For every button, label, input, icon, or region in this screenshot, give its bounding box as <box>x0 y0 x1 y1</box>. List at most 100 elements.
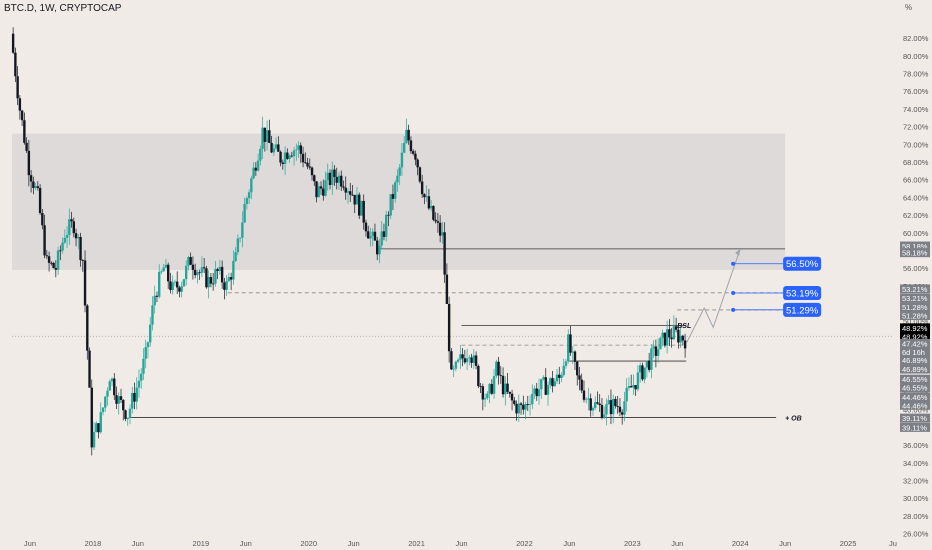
price-tag-box <box>900 248 930 258</box>
candle-up <box>218 266 222 271</box>
candle-down <box>333 169 336 177</box>
candle-down <box>544 377 547 395</box>
candle-up <box>571 351 574 353</box>
candle-up <box>162 267 165 272</box>
candle-down <box>70 219 73 222</box>
candle-up <box>153 295 156 306</box>
candle-up <box>227 277 231 282</box>
candle-down <box>79 236 82 261</box>
candle-down <box>344 187 347 193</box>
candle-down <box>620 412 624 415</box>
candle-up <box>101 407 105 413</box>
candle-up <box>623 401 626 415</box>
candle-down <box>315 181 318 198</box>
candle-down <box>133 392 136 402</box>
candle-up <box>385 214 388 237</box>
price-tag-label: 58.18% <box>902 249 928 258</box>
candle-up <box>126 417 129 419</box>
candle-down <box>373 231 377 241</box>
candle-up <box>562 365 565 376</box>
candle-down <box>254 167 258 171</box>
candle-down <box>497 361 500 376</box>
candle-down <box>432 205 435 220</box>
candle-up <box>355 194 359 205</box>
candle-down <box>198 272 201 274</box>
x-tick-label: 2018 <box>85 539 102 548</box>
candle-down <box>668 329 671 338</box>
candle-down <box>573 351 577 362</box>
candle-down <box>209 277 213 284</box>
candle-up <box>92 432 96 448</box>
candle-down <box>364 222 368 232</box>
y-tick-label: 70.00% <box>903 140 929 149</box>
candle-down <box>88 350 91 388</box>
candle-up <box>297 145 300 150</box>
candle-down <box>38 187 42 214</box>
candle-down <box>629 386 633 388</box>
candle-down <box>306 162 309 167</box>
candle-down <box>445 274 449 304</box>
candle-down <box>313 175 316 182</box>
candle-up <box>483 398 487 400</box>
y-tick-label: 82.00% <box>903 34 929 43</box>
candle-down <box>119 396 123 400</box>
callout-label: 51.29% <box>786 305 819 316</box>
candle-down <box>45 255 49 257</box>
candle-up <box>236 238 240 253</box>
candle-down <box>122 399 125 411</box>
candle-up <box>144 347 147 359</box>
candle-down <box>191 264 195 270</box>
ob-annotation: + OB <box>785 416 802 423</box>
candle-up <box>425 196 428 198</box>
candle-down <box>677 329 680 343</box>
candle-down <box>299 145 302 154</box>
x-axis: Jun 2018 Jun 2019 Jun 2020 Jun 2021 Jun 2022 Jun 20… <box>24 539 897 548</box>
candle-up <box>591 407 595 411</box>
candle-down <box>515 403 518 414</box>
x-tick-label: Ju <box>889 539 897 548</box>
candle-up <box>564 361 568 366</box>
candle-up <box>131 392 134 409</box>
candle-down <box>670 337 673 340</box>
candle-down <box>81 260 84 261</box>
candle-down <box>29 175 33 182</box>
callout-label: 53.19% <box>786 289 819 300</box>
candle-up <box>456 359 460 362</box>
candle-down <box>351 194 354 196</box>
candle-up <box>68 219 71 236</box>
candle-up <box>585 399 588 401</box>
candle-up <box>324 180 327 196</box>
candle-down <box>328 172 332 185</box>
candle-up <box>196 272 199 276</box>
projection-layer <box>685 248 741 344</box>
candle-up <box>587 398 590 400</box>
candle-up <box>184 265 188 280</box>
candle-down <box>202 267 206 269</box>
y-tick-label: 60.00% <box>903 229 929 238</box>
candle-down <box>270 142 273 153</box>
candle-up <box>632 385 635 388</box>
candle-up <box>331 169 334 185</box>
callout-box <box>783 256 822 271</box>
candle-down <box>36 186 40 188</box>
callouts-layer: 56.50% 53.19% 51.29% <box>731 256 822 317</box>
candle-up <box>252 167 255 179</box>
candle-up <box>95 423 98 433</box>
candle-up <box>472 355 476 363</box>
candle-up <box>283 152 287 164</box>
candle-up <box>180 286 183 292</box>
y-axis: % 82.00% 80.00% 78.00% 76.00% 74.00% 72.00% 70.… <box>903 3 929 539</box>
price-tag-label: 47.42% <box>902 339 928 348</box>
candle-down <box>600 404 604 418</box>
candle-up <box>492 376 496 394</box>
price-tag-box <box>900 241 930 251</box>
y-tick-label: 26.00% <box>903 530 929 539</box>
candle-up <box>259 148 262 161</box>
x-tick-label: Jun <box>455 539 467 548</box>
candle-down <box>582 390 586 400</box>
candle-up <box>137 380 141 388</box>
chart-title: BTC.D, 1W, CRYPTOCAP <box>4 3 122 14</box>
price-tag-label: 39.11% <box>902 414 927 423</box>
